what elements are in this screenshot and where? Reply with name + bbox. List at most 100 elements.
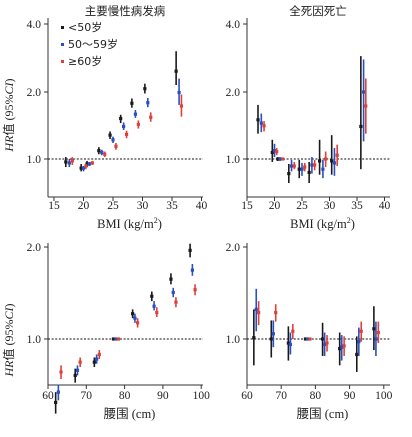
y-axis-label-bottom-rest: 值 (95% [1,320,16,361]
data-point [108,133,112,137]
data-point [114,144,118,148]
data-point [59,370,63,374]
y-tick-label: 2.0 [226,242,241,254]
data-point [56,390,60,394]
y-axis-label-bottom-ci: CI [2,306,16,319]
data-point [338,347,342,351]
x-tick-label: 90 [344,390,356,402]
svg-text:HR值 (95%CI): HR值 (95%CI) [1,79,16,153]
x-tick-label: 40 [379,200,391,212]
data-point [85,162,89,166]
data-point [254,307,258,311]
y-tick-label: 2.0 [27,242,42,254]
y-axis-label-top-close: ) [2,79,16,83]
y-axis-label-top: HR值 (95%CI) [1,79,16,153]
data-point [364,104,368,108]
data-point [119,116,123,121]
x-axis-label: 腰围 (cm) [104,407,156,421]
y-tick-label: 1.0 [226,154,241,166]
data-point [300,167,304,171]
data-point [278,157,282,161]
data-point [330,159,334,163]
data-point [90,161,94,165]
series-1 [259,59,366,179]
data-point [307,170,311,175]
data-point [97,352,101,357]
data-point [362,90,366,94]
data-point [111,337,116,341]
x-tick-label: 70 [81,390,93,402]
series-2 [257,301,380,356]
data-point [313,163,317,167]
data-point [287,171,291,176]
data-point [97,149,101,153]
data-point [136,122,140,127]
series-2 [262,78,368,172]
legend-marker [61,26,64,29]
data-point [320,337,325,341]
data-point [114,337,118,341]
data-point [297,167,301,171]
data-point [259,121,263,125]
panel-title: 主要慢性病发病 [85,4,166,18]
data-point [281,157,285,161]
data-point [372,327,376,331]
data-point [276,157,280,161]
legend: <50岁 50～59岁 ≥60岁 [61,20,118,68]
data-point [70,159,74,163]
data-point [340,345,344,349]
data-point [190,268,194,272]
x-tick-label: 20 [269,200,281,212]
data-point [256,118,260,122]
data-point [376,330,380,335]
data-point [305,337,310,341]
data-point [122,124,126,129]
data-point [355,352,359,357]
data-point [79,166,83,170]
legend-label: <50岁 [68,20,102,34]
data-point [292,164,296,168]
data-point [155,311,159,315]
x-tick-label: 40 [196,200,208,212]
data-point [252,336,256,340]
data-point [133,316,137,320]
data-point [303,337,308,341]
series-0 [54,243,192,414]
data-point [271,332,275,336]
panel-top-right: 15 20 25 30 35 40 1.0 2.0 4.0 全死因死亡 BMI (kg/m2) [226,4,391,231]
y-tick-label: 2.0 [27,87,42,99]
data-point [131,312,135,316]
series-1 [56,263,194,401]
data-point [179,104,184,108]
y-tick-label: 1.0 [27,154,42,166]
x-tick-label: 80 [119,390,131,402]
x-tick-label: 30 [137,200,149,212]
data-point [78,360,82,364]
data-point [143,87,147,91]
panel-title: 全死因死亡 [289,4,347,18]
data-point [288,342,293,347]
y-axis-label-top-rest: 值 (95% [1,95,16,136]
data-point [152,304,156,308]
x-tick-label: 90 [157,390,169,402]
data-point [100,150,104,155]
data-point [270,150,274,155]
y-tick-label: 4.0 [27,19,42,31]
x-axis-label: 腰围 (cm) [297,407,349,421]
data-point [332,161,337,165]
data-point [257,311,261,315]
x-tick-label: 60 [241,390,253,402]
data-point [193,288,197,292]
data-point [116,337,121,341]
x-tick-label: 60 [42,390,54,402]
y-tick-label: 1.0 [27,334,42,346]
y-tick-label: 1.0 [226,334,241,346]
y-tick-label: 4.0 [226,19,241,31]
series-0 [252,306,376,372]
data-point [103,152,107,156]
data-point [289,164,294,168]
data-point [130,101,134,105]
series-2 [70,94,184,170]
legend-marker [61,43,64,46]
data-point [81,166,86,170]
